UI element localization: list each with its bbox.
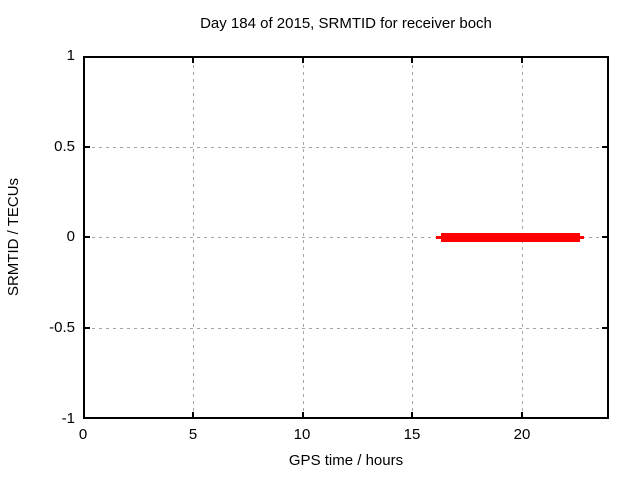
grid-line-horizontal-0.5 xyxy=(85,147,607,148)
plot-area xyxy=(83,56,609,419)
tick-mark xyxy=(411,412,413,417)
x-tick-label: 10 xyxy=(293,426,311,443)
y-tick-label: -1 xyxy=(61,410,75,427)
tick-mark xyxy=(411,58,413,63)
tick-mark xyxy=(602,236,607,238)
y-tick-label: 0 xyxy=(66,228,75,245)
y-tick-label: 0.5 xyxy=(54,138,75,155)
tick-mark xyxy=(602,146,607,148)
tick-mark xyxy=(521,58,523,63)
plot-inner xyxy=(85,58,607,417)
y-tick-label: -0.5 xyxy=(49,319,75,336)
tick-mark xyxy=(602,327,607,329)
x-tick-label: 15 xyxy=(403,426,421,443)
tick-mark xyxy=(85,146,90,148)
tick-mark xyxy=(302,412,304,417)
series-line-srmtid xyxy=(441,233,580,242)
x-tick-label: 0 xyxy=(78,426,88,443)
tick-mark xyxy=(85,236,90,238)
grid-line-horizontal--0.5 xyxy=(85,328,607,329)
tick-mark xyxy=(302,58,304,63)
tick-mark xyxy=(521,412,523,417)
tick-mark xyxy=(85,327,90,329)
tick-mark xyxy=(192,412,194,417)
x-axis-label: GPS time / hours xyxy=(288,452,404,469)
y-tick-label: 1 xyxy=(66,47,75,64)
chart-title: Day 184 of 2015, SRMTID for receiver boc… xyxy=(200,15,492,32)
x-tick-label: 20 xyxy=(513,426,531,443)
grid-line-horizontal-0 xyxy=(85,237,607,238)
x-tick-label: 5 xyxy=(188,426,198,443)
tick-mark xyxy=(192,58,194,63)
